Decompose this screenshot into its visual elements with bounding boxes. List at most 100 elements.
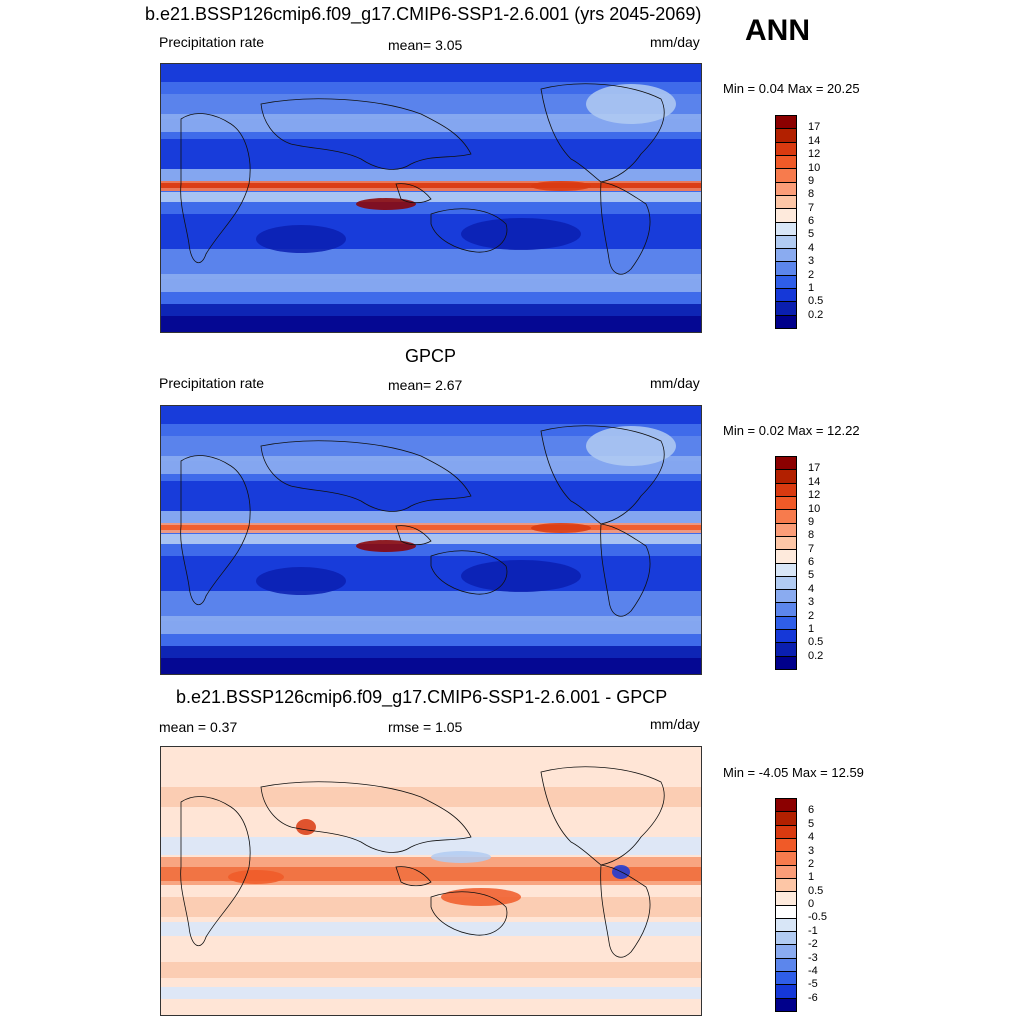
colorbar-swatch	[776, 315, 796, 328]
colorbar-swatch	[776, 643, 796, 657]
colorbar-swatch	[776, 483, 796, 497]
colorbar-swatch	[776, 630, 796, 644]
panel3-colorbar	[775, 798, 797, 1012]
colorbar-swatch	[776, 563, 796, 577]
colorbar-swatch	[776, 945, 796, 959]
colorbar-tick-label: 5	[808, 817, 815, 830]
colorbar-tick-label: 5	[808, 569, 815, 582]
colorbar-swatch	[776, 918, 796, 933]
colorbar-swatch	[776, 972, 796, 986]
colorbar-tick-label: 8	[808, 529, 815, 542]
panel1-variable-label: Precipitation rate	[159, 34, 265, 50]
panel3-difference-map	[160, 746, 702, 1016]
colorbar-tick-label: -0.5	[808, 911, 827, 924]
colorbar-tick-label: 3	[808, 255, 815, 268]
colorbar-swatch	[776, 249, 796, 263]
figure-title: b.e21.BSSP126cmip6.f09_g17.CMIP6-SSP1-2.…	[145, 4, 702, 24]
colorbar-swatch	[776, 865, 796, 879]
colorbar-tick-label: 4	[808, 582, 815, 595]
colorbar-swatch	[776, 656, 796, 669]
panel2-minmax: Min = 0.02 Max = 12.22	[723, 423, 860, 438]
colorbar-tick-label: -5	[808, 978, 818, 991]
colorbar-tick-label: 9	[808, 515, 815, 528]
panel3-units-label: mm/day	[650, 716, 700, 732]
colorbar-swatch	[776, 905, 796, 919]
colorbar-tick-label: 7	[808, 542, 815, 555]
colorbar-tick-label: 2	[808, 857, 815, 870]
colorbar-tick-label: 4	[808, 241, 815, 254]
colorbar-swatch	[776, 457, 796, 471]
colorbar-tick-label: 6	[808, 556, 815, 568]
colorbar-swatch	[776, 878, 796, 893]
colorbar-tick-label: 5	[808, 228, 815, 241]
colorbar-tick-label: 10	[808, 502, 821, 515]
colorbar-swatch	[776, 235, 796, 250]
colorbar-swatch	[776, 603, 796, 617]
panel2-precip-map	[160, 405, 702, 675]
colorbar-tick-label: 0.5	[808, 295, 824, 308]
colorbar-swatch	[776, 470, 796, 484]
colorbar-tick-label: -2	[808, 938, 818, 951]
colorbar-swatch	[776, 838, 796, 853]
colorbar-tick-label: 4	[808, 831, 815, 844]
colorbar-swatch	[776, 590, 796, 604]
colorbar-tick-label: 3	[808, 844, 815, 857]
season-label: ANN	[745, 14, 810, 47]
colorbar-swatch	[776, 129, 796, 143]
colorbar-swatch	[776, 182, 796, 196]
colorbar-swatch	[776, 302, 796, 316]
colorbar-swatch	[776, 812, 796, 826]
colorbar-swatch	[776, 932, 796, 946]
colorbar-tick-label: 0.2	[808, 308, 824, 321]
colorbar-swatch	[776, 825, 796, 839]
panel1-minmax: Min = 0.04 Max = 20.25	[723, 81, 860, 96]
colorbar-tick-label: 0.5	[808, 884, 824, 897]
panel2-title: GPCP	[405, 346, 457, 366]
colorbar-swatch	[776, 892, 796, 906]
colorbar-swatch	[776, 985, 796, 999]
panel1-colorbar	[775, 115, 797, 329]
colorbar-tick-label: -4	[808, 964, 818, 977]
panel3-title: b.e21.BSSP126cmip6.f09_g17.CMIP6-SSP1-2.…	[176, 687, 668, 707]
colorbar-swatch	[776, 142, 796, 156]
colorbar-tick-label: 1	[808, 622, 815, 635]
colorbar-swatch	[776, 209, 796, 223]
colorbar-tick-label: 1	[808, 871, 815, 884]
colorbar-tick-label: 2	[808, 609, 815, 622]
colorbar-tick-label: 9	[808, 174, 815, 187]
colorbar-swatch	[776, 510, 796, 524]
colorbar-swatch	[776, 496, 796, 511]
colorbar-swatch	[776, 195, 796, 210]
colorbar-swatch	[776, 169, 796, 183]
colorbar-swatch	[776, 289, 796, 303]
colorbar-swatch	[776, 576, 796, 591]
colorbar-tick-label: 17	[808, 121, 821, 134]
colorbar-tick-label: -3	[808, 951, 818, 964]
colorbar-tick-label: 0.5	[808, 636, 824, 649]
colorbar-tick-label: 14	[808, 475, 821, 488]
panel2-colorbar	[775, 456, 797, 670]
panel2-variable-label: Precipitation rate	[159, 375, 265, 391]
colorbar-tick-label: 14	[808, 134, 821, 147]
colorbar-tick-label: 6	[808, 804, 815, 817]
colorbar-swatch	[776, 116, 796, 130]
colorbar-tick-label: 6	[808, 215, 815, 227]
colorbar-tick-label: 17	[808, 462, 821, 475]
colorbar-tick-label: 2	[808, 268, 815, 281]
colorbar-swatch	[776, 262, 796, 276]
colorbar-tick-label: 3	[808, 596, 815, 609]
panel1-precip-map	[160, 63, 702, 333]
colorbar-swatch	[776, 998, 796, 1011]
colorbar-swatch	[776, 958, 796, 973]
panel1-mean-label: mean= 3.05	[388, 37, 463, 53]
colorbar-swatch	[776, 616, 796, 631]
colorbar-swatch	[776, 852, 796, 866]
colorbar-tick-label: 12	[808, 489, 821, 502]
panel2-mean-label: mean= 2.67	[388, 377, 463, 393]
colorbar-swatch	[776, 222, 796, 236]
panel1-units-label: mm/day	[650, 34, 700, 50]
panel3-mean-label: mean = 0.37	[159, 719, 238, 735]
panel2-units-label: mm/day	[650, 375, 700, 391]
colorbar-tick-label: 0.2	[808, 649, 824, 662]
colorbar-swatch	[776, 799, 796, 813]
